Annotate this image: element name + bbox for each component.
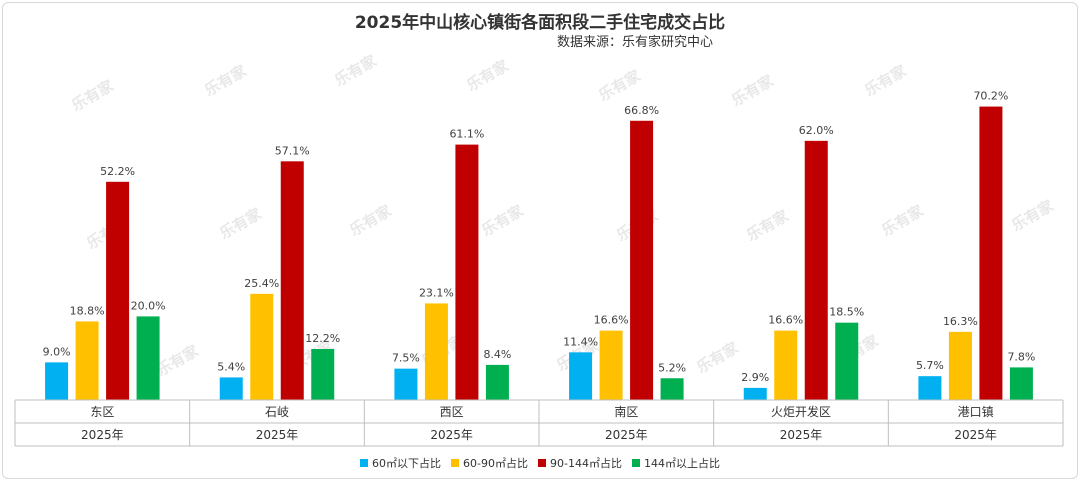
bar[interactable]	[136, 316, 160, 400]
bar[interactable]	[485, 364, 509, 400]
bar[interactable]	[979, 106, 1003, 401]
watermark-text: 乐有家	[694, 339, 742, 377]
bar[interactable]	[569, 352, 593, 400]
x-tick-label: 港口镇	[958, 405, 994, 419]
data-label: 16.3%	[943, 315, 978, 328]
legend-item-90-144[interactable]: 90-144㎡占比	[538, 455, 622, 471]
bar[interactable]	[280, 161, 304, 400]
x-group-label: 2025年	[256, 428, 299, 442]
bar[interactable]	[75, 321, 99, 400]
bar[interactable]	[311, 349, 335, 400]
watermark-text: 乐有家	[596, 67, 644, 105]
x-group-label: 2025年	[605, 428, 648, 442]
legend-swatch-under-60	[360, 459, 369, 467]
legend-swatch-over-144	[631, 459, 640, 467]
bar[interactable]	[835, 322, 859, 400]
watermark-text: 乐有家	[217, 205, 265, 243]
bar[interactable]	[948, 331, 972, 400]
data-label: 7.8%	[1007, 350, 1035, 363]
x-tick-label: 火炬开发区	[771, 404, 831, 419]
bar[interactable]	[424, 303, 448, 400]
legend-item-60-90[interactable]: 60-90㎡占比	[451, 455, 528, 471]
watermark-text: 乐有家	[879, 202, 927, 240]
legend-label-90-144: 90-144㎡占比	[550, 457, 622, 470]
watermark-text: 乐有家	[69, 77, 117, 115]
data-label: 66.8%	[624, 104, 659, 117]
data-label: 61.1%	[449, 128, 484, 141]
watermark-text: 乐有家	[347, 202, 395, 240]
data-label: 25.4%	[244, 277, 279, 290]
data-label: 11.4%	[563, 335, 598, 348]
chart-title: 2025年中山核心镇街各面积段二手住宅成交占比	[354, 13, 726, 33]
watermark-text: 乐有家	[729, 72, 777, 110]
legend-swatch-90-144	[538, 459, 546, 467]
x-group-label: 2025年	[954, 428, 997, 442]
bar[interactable]	[250, 293, 274, 400]
bar[interactable]	[455, 144, 479, 400]
data-label: 16.6%	[768, 314, 803, 327]
bar[interactable]	[660, 378, 684, 400]
legend-swatch-60-90	[451, 459, 460, 467]
bar[interactable]	[743, 387, 767, 400]
legend-label-over-144: 144㎡以上占比	[643, 457, 720, 470]
data-label: 7.5%	[392, 352, 420, 365]
chart-subtitle: 数据来源：乐有家研究中心	[556, 35, 713, 50]
data-label: 5.4%	[217, 360, 245, 373]
legend-item-under-60[interactable]: 60㎡以下占比	[360, 455, 441, 471]
bar[interactable]	[219, 377, 243, 400]
data-label: 20.0%	[131, 299, 166, 312]
x-group-label: 2025年	[81, 428, 124, 442]
legend-label-under-60: 60㎡以下占比	[372, 457, 442, 470]
data-label: 18.8%	[70, 304, 105, 317]
watermark-text: 乐有家	[744, 207, 792, 245]
bar[interactable]	[630, 120, 654, 400]
legend: 60㎡以下占比 60-90㎡占比 90-144㎡占比 144㎡以上占比	[0, 455, 1080, 471]
watermark-text: 乐有家	[464, 57, 512, 95]
bar[interactable]	[599, 330, 623, 400]
x-group-label: 2025年	[430, 428, 473, 442]
watermark-text: 乐有家	[154, 342, 202, 380]
x-tick-label: 西区	[440, 405, 464, 419]
x-tick-label: 南区	[614, 404, 638, 419]
data-label: 52.2%	[100, 165, 135, 178]
data-label: 70.2%	[973, 90, 1008, 103]
bar[interactable]	[774, 330, 798, 400]
data-label: 18.5%	[829, 306, 864, 319]
bar[interactable]	[918, 376, 942, 400]
data-label: 5.7%	[916, 359, 944, 372]
bar[interactable]	[45, 362, 69, 400]
legend-label-60-90: 60-90㎡占比	[463, 457, 528, 470]
bar[interactable]	[804, 140, 828, 400]
watermark-text: 乐有家	[1009, 197, 1057, 235]
data-label: 16.6%	[594, 314, 629, 327]
bar[interactable]	[106, 181, 130, 400]
data-label: 5.2%	[658, 361, 686, 374]
x-tick-label: 东区	[90, 405, 114, 419]
watermark-text: 乐有家	[479, 202, 527, 240]
watermark-text: 乐有家	[332, 52, 380, 90]
data-label: 62.0%	[799, 124, 834, 137]
bar[interactable]	[1009, 367, 1033, 400]
x-group-label: 2025年	[780, 428, 823, 442]
x-tick-label: 石岐	[265, 405, 289, 419]
legend-item-over-144[interactable]: 144㎡以上占比	[631, 455, 720, 471]
bar[interactable]	[394, 368, 418, 400]
watermark-text: 乐有家	[862, 62, 910, 100]
data-label: 23.1%	[419, 286, 454, 299]
data-label: 57.1%	[275, 144, 310, 157]
data-label: 9.0%	[43, 345, 71, 358]
data-label: 2.9%	[741, 371, 769, 384]
data-label: 12.2%	[305, 332, 340, 345]
data-label: 8.4%	[483, 348, 511, 361]
watermark-text: 乐有家	[202, 62, 250, 100]
